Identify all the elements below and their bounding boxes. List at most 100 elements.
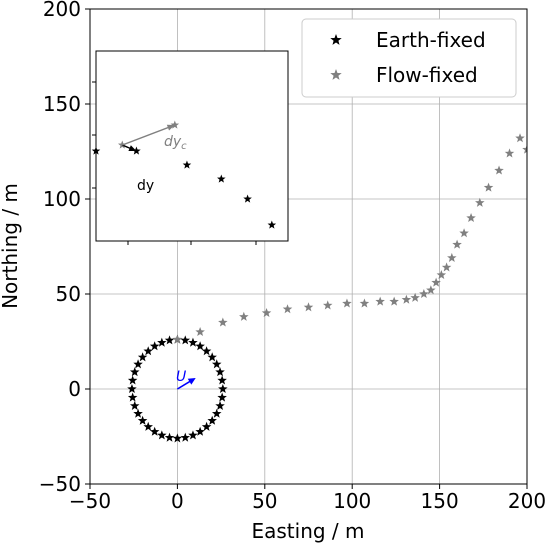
x-tick-label: 200 xyxy=(508,489,546,513)
earth-fixed-point xyxy=(211,408,222,418)
earth-fixed-point xyxy=(188,430,198,440)
flow-fixed-point xyxy=(359,298,370,308)
earth-fixed-point xyxy=(157,337,167,347)
inset-vector-dy-c xyxy=(122,124,176,146)
flow-fixed-point xyxy=(466,213,476,223)
inset-earth-fixed-point xyxy=(243,194,252,203)
plot-area xyxy=(127,133,527,443)
inset-earth-fixed-point xyxy=(217,174,226,183)
legend: Earth-fixed Flow-fixed xyxy=(301,18,517,98)
x-axis-label: Easting / m xyxy=(251,519,364,543)
earth-fixed-point xyxy=(218,384,228,394)
earth-fixed-point xyxy=(137,352,148,362)
flow-fixed-point xyxy=(322,300,333,310)
flow-arrow-head xyxy=(187,377,196,385)
earth-fixed-point xyxy=(201,346,212,356)
flow-fixed-point xyxy=(282,304,293,314)
flow-fixed-point xyxy=(261,308,272,318)
axis-ticks: −50 0 50 100 150 200 −50 0 50 100 150 200 xyxy=(39,0,546,513)
legend-marker-flow-fixed xyxy=(330,69,342,80)
y-tick-label: −50 xyxy=(39,472,81,496)
flow-fixed-point xyxy=(218,317,228,327)
inset-frame xyxy=(95,50,289,242)
flow-fixed-point xyxy=(436,270,447,280)
flow-fixed-point xyxy=(419,289,429,299)
earth-fixed-point xyxy=(215,367,225,377)
earth-fixed-point xyxy=(164,432,175,442)
earth-fixed-point xyxy=(207,415,217,425)
earth-fixed-point xyxy=(127,375,138,385)
inset-label-dyc: dyc xyxy=(164,134,187,152)
earth-fixed-point xyxy=(207,352,217,362)
inset: dy dyc xyxy=(91,50,289,245)
flow-fixed-point xyxy=(494,165,504,175)
plot-frame xyxy=(89,8,528,485)
legend-label-flow-fixed: Flow-fixed xyxy=(376,63,478,87)
inset-earth-fixed-point xyxy=(91,146,101,155)
flow-fixed-point xyxy=(459,228,469,238)
legend-label-earth-fixed: Earth-fixed xyxy=(376,28,486,52)
earth-fixed-point xyxy=(217,392,227,402)
flow-fixed-point xyxy=(172,334,183,344)
earth-fixed-point xyxy=(127,384,137,394)
legend-marker-earth-fixed xyxy=(330,34,342,45)
x-tick-label: 0 xyxy=(171,489,184,513)
legend-star-flow-fixed xyxy=(330,69,342,80)
legend-box xyxy=(301,18,517,98)
earth-fixed-point xyxy=(129,400,140,410)
flow-fixed-point xyxy=(504,148,515,158)
x-tick-label: −50 xyxy=(69,489,111,513)
inset-flow-fixed-point xyxy=(170,120,180,129)
earth-fixed-point xyxy=(137,415,148,425)
earth-fixed-point xyxy=(143,421,153,431)
flow-fixed-point xyxy=(452,239,462,249)
flow-fixed-point xyxy=(483,182,494,192)
y-tick-label: 200 xyxy=(43,0,81,21)
flow-fixed-point xyxy=(515,133,525,143)
flow-fixed-point xyxy=(522,144,527,154)
earth-fixed-point xyxy=(149,341,160,351)
flow-fixed-point xyxy=(375,296,385,306)
y-tick-label: 150 xyxy=(43,92,81,116)
earth-fixed-point xyxy=(211,359,222,369)
earth-fixed-point xyxy=(180,335,191,345)
earth-fixed-point xyxy=(143,346,153,356)
x-tick-label: 100 xyxy=(333,489,371,513)
x-tick-label: 150 xyxy=(421,489,459,513)
earth-fixed-point xyxy=(195,426,205,436)
earth-fixed-point xyxy=(217,375,227,385)
earth-fixed-point xyxy=(149,426,160,436)
flow-fixed-point xyxy=(401,294,412,304)
flow-fixed-point xyxy=(410,292,420,302)
flow-fixed-point xyxy=(342,298,352,308)
flow-fixed-point xyxy=(431,277,441,287)
earth-fixed-point xyxy=(129,367,140,377)
earth-fixed-point xyxy=(195,341,205,351)
inset-plot xyxy=(91,81,277,245)
earth-fixed-point xyxy=(172,433,183,443)
y-tick-label: 100 xyxy=(43,187,81,211)
inset-vector-head xyxy=(166,124,175,131)
flow-fixed-point xyxy=(239,311,249,321)
inset-earth-fixed-point xyxy=(182,160,192,169)
earth-fixed-point xyxy=(215,400,225,410)
earth-fixed-point xyxy=(133,359,143,369)
legend-star-earth-fixed xyxy=(330,34,342,45)
flow-fixed-point xyxy=(447,252,457,262)
x-tick-label: 50 xyxy=(252,489,277,513)
flow-fixed-point xyxy=(303,302,314,312)
y-axis-label: Northing / m xyxy=(0,183,22,309)
earth-fixed-point xyxy=(164,335,175,345)
flow-fixed-point xyxy=(475,197,485,207)
earth-fixed-point xyxy=(133,408,143,418)
inset-earth-fixed-point xyxy=(267,220,277,229)
flow-fixed-point xyxy=(426,285,436,295)
flow-fixed-point xyxy=(195,327,205,337)
earth-fixed-point xyxy=(157,430,167,440)
y-tick-label: 0 xyxy=(68,377,81,401)
earth-fixed-point xyxy=(180,432,191,442)
flow-fixed-point xyxy=(389,296,399,306)
earth-fixed-point xyxy=(188,337,198,347)
earth-fixed-point xyxy=(127,392,138,402)
